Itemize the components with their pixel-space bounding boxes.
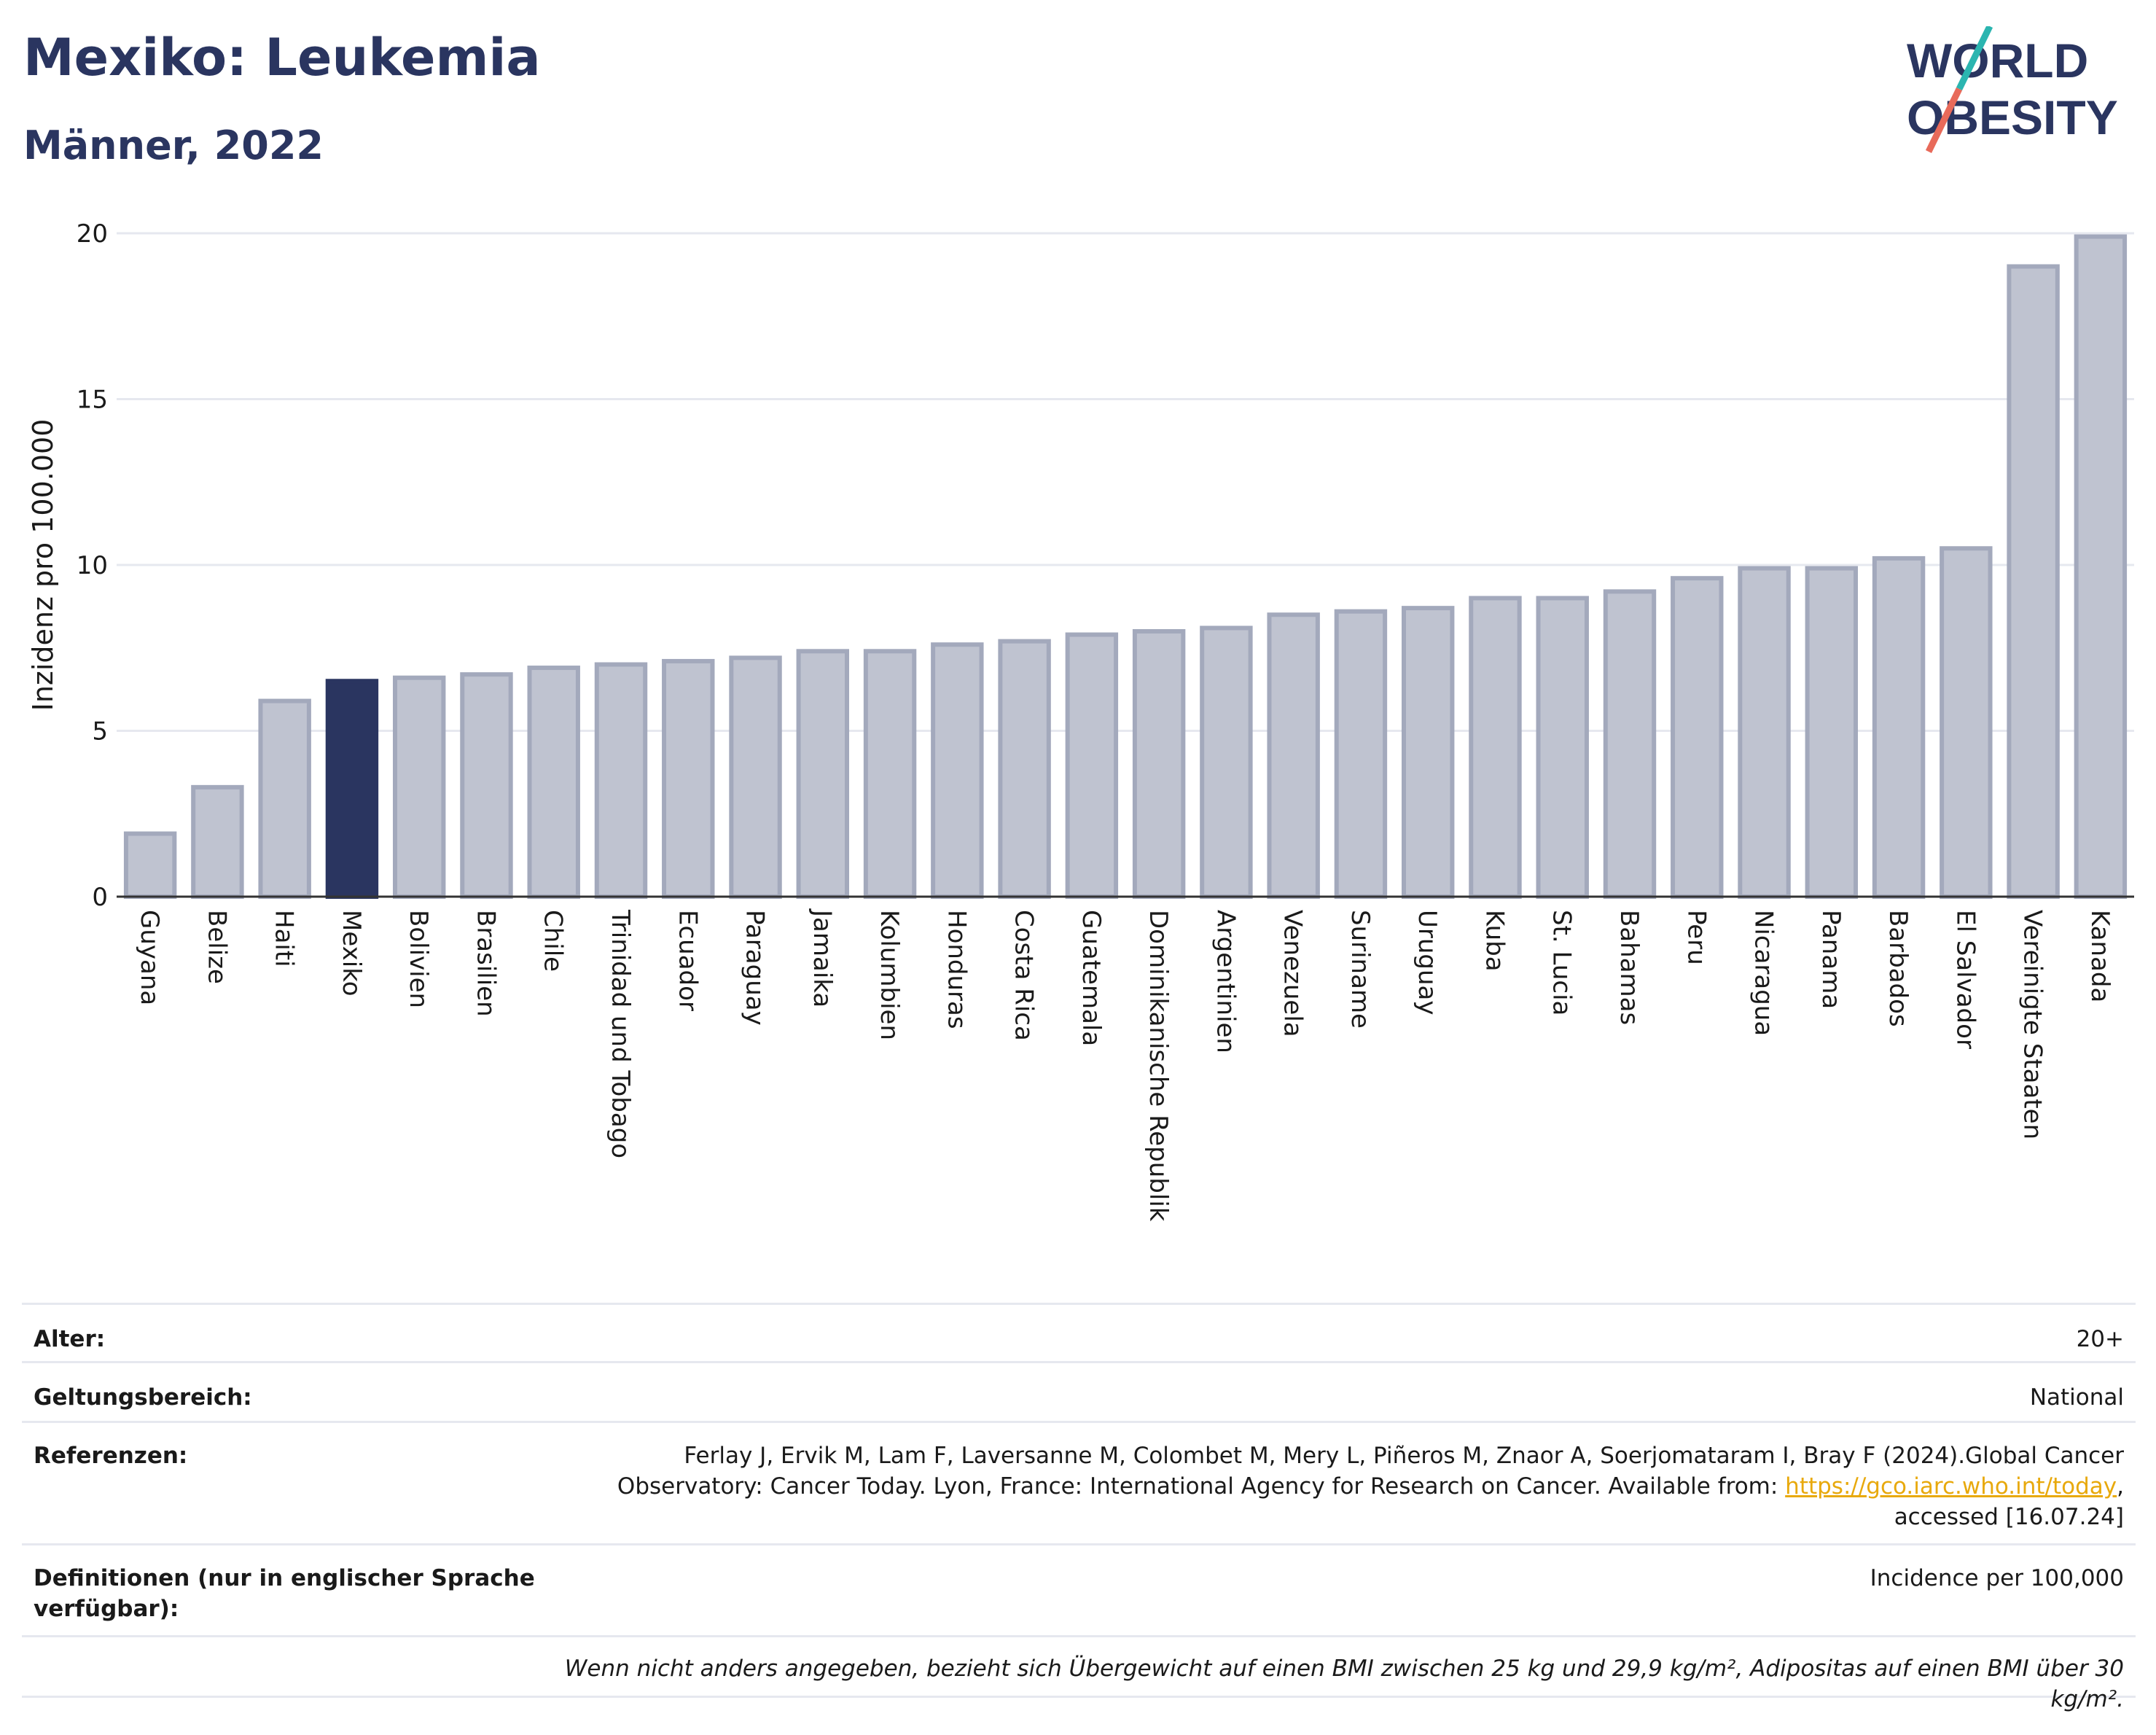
bar-12 xyxy=(931,642,984,899)
scope-value: National xyxy=(2029,1384,2124,1411)
bar-28 xyxy=(2007,264,2060,899)
x-tick-label: Trinidad und Tobago xyxy=(606,909,635,1158)
x-tick-label: El Salvador xyxy=(1950,910,1980,1049)
x-tick-label: Venezuela xyxy=(1278,910,1308,1037)
info-row-definitions: Definitionen (nur in englischer Sprache … xyxy=(22,1543,2136,1635)
bar-25 xyxy=(1805,566,1859,899)
y-tick-label: 10 xyxy=(77,551,108,580)
x-tick-label: Belize xyxy=(202,910,231,984)
x-tick-label: Jamaika xyxy=(808,908,837,1007)
x-tick-label: Mexiko xyxy=(337,910,366,997)
bar-4 xyxy=(392,675,446,899)
bar-21 xyxy=(1536,596,1589,899)
x-tick-label: Barbados xyxy=(1883,910,1913,1027)
footnote: Wenn nicht anders angegeben, bezieht sic… xyxy=(564,1656,2124,1712)
logo-slash-top xyxy=(1956,26,1993,90)
references-value: Ferlay J, Ervik M, Lam F, Laversanne M, … xyxy=(617,1443,2124,1530)
x-tick-label: Dominikanische Republik xyxy=(1144,910,1173,1222)
info-row-age: Alter: 20+ xyxy=(22,1303,2136,1361)
definitions-label: Definitionen (nur in englischer Sprache … xyxy=(34,1565,535,1622)
bar-13 xyxy=(998,639,1051,900)
reference-text-1: Ferlay J, Ervik M, Lam F, Laversanne M, … xyxy=(684,1443,2124,1469)
bar-20 xyxy=(1469,596,1522,899)
bar-15 xyxy=(1132,629,1186,899)
x-tick-label: Guyana xyxy=(135,910,164,1005)
age-label: Alter: xyxy=(34,1326,106,1352)
bar-23 xyxy=(1671,576,1724,899)
references-label: Referenzen: xyxy=(34,1443,188,1469)
x-tick-label: Bolivien xyxy=(404,910,433,1008)
x-tick-label: Peru xyxy=(1682,910,1711,965)
world-obesity-logo: WORLD OBESITY xyxy=(1907,26,2118,153)
x-tick-label: Uruguay xyxy=(1413,910,1442,1015)
bar-10 xyxy=(796,649,850,899)
y-tick-label: 0 xyxy=(92,883,108,912)
chart-subtitle: Männer, 2022 xyxy=(23,122,324,168)
reference-text-2: Observatory: Cancer Today. Lyon, France:… xyxy=(617,1473,1786,1500)
x-tick-label: Suriname xyxy=(1345,910,1375,1029)
bar-29 xyxy=(2074,234,2128,900)
bar-9 xyxy=(729,655,782,900)
x-tick-label: Nicaragua xyxy=(1749,910,1778,1036)
x-tick-label: St. Lucia xyxy=(1547,910,1577,1015)
x-tick-label: Costa Rica xyxy=(1009,910,1039,1041)
x-tick-label: Panama xyxy=(1816,910,1846,1009)
x-tick-label: Honduras xyxy=(942,910,971,1029)
x-tick-label: Brasilien xyxy=(471,910,500,1017)
reference-text-3: accessed [16.07.24] xyxy=(1894,1504,2124,1530)
x-tick-label: Kolumbien xyxy=(875,910,904,1040)
logo-slash-bottom xyxy=(1925,87,1963,153)
chart-title: Mexiko: Leukemia xyxy=(23,28,541,87)
reference-link[interactable]: https://gco.iarc.who.int/today xyxy=(1785,1473,2117,1500)
bar-18 xyxy=(1334,609,1388,899)
y-tick-label: 20 xyxy=(77,219,108,249)
age-value: 20+ xyxy=(2076,1326,2124,1352)
info-row-references: Referenzen: Ferlay J, Ervik M, Lam F, La… xyxy=(22,1421,2136,1543)
scope-label: Geltungsbereich: xyxy=(34,1384,252,1411)
x-tick-label: Kuba xyxy=(1480,910,1509,972)
bar-24 xyxy=(1738,566,1791,899)
x-tick-label: Bahamas xyxy=(1614,910,1644,1025)
x-tick-label: Ecuador xyxy=(673,910,702,1011)
x-tick-label: Argentinien xyxy=(1211,910,1240,1053)
x-tick-label: Guatemala xyxy=(1077,910,1106,1046)
bar-1 xyxy=(191,784,244,899)
bar-chart: 0 5 10 15 20 Inzidenz pro 100.000 Guyana Belize… xyxy=(27,219,2134,1222)
info-row-note: Wenn nicht anders angegeben, bezieht sic… xyxy=(22,1635,2136,1712)
bar-0 xyxy=(123,831,177,899)
bar-5 xyxy=(460,672,513,900)
bar-27 xyxy=(1940,546,1993,899)
logo-line1: WORLD xyxy=(1907,34,2088,87)
bar-11 xyxy=(863,649,917,899)
definitions-value: Incidence per 100,000 xyxy=(1870,1565,2124,1591)
info-row-scope: Geltungsbereich: National xyxy=(22,1361,2136,1421)
bar-8 xyxy=(662,658,715,899)
bar-2 xyxy=(258,698,311,899)
y-axis-label: Inzidenz pro 100.000 xyxy=(27,419,59,711)
x-tick-label: Haiti xyxy=(270,910,299,967)
bar-3 xyxy=(325,679,379,899)
x-tick-label: Paraguay xyxy=(741,910,770,1026)
x-tick-label: Chile xyxy=(539,910,568,972)
bar-17 xyxy=(1267,612,1320,899)
bar-19 xyxy=(1401,606,1455,900)
x-tick-label: Vereinigte Staaten xyxy=(2018,910,2047,1139)
bar-22 xyxy=(1603,589,1657,900)
y-tick-label: 5 xyxy=(92,717,108,746)
bar-26 xyxy=(1872,555,1926,900)
y-tick-label: 15 xyxy=(77,386,108,415)
x-tick-label: Kanada xyxy=(2085,910,2114,1002)
bar-6 xyxy=(527,666,580,899)
bar-16 xyxy=(1200,625,1253,899)
info-table: Alter: 20+ Geltungsbereich: National Ref… xyxy=(22,1303,2136,1712)
bar-7 xyxy=(594,662,648,899)
bar-14 xyxy=(1065,632,1119,899)
